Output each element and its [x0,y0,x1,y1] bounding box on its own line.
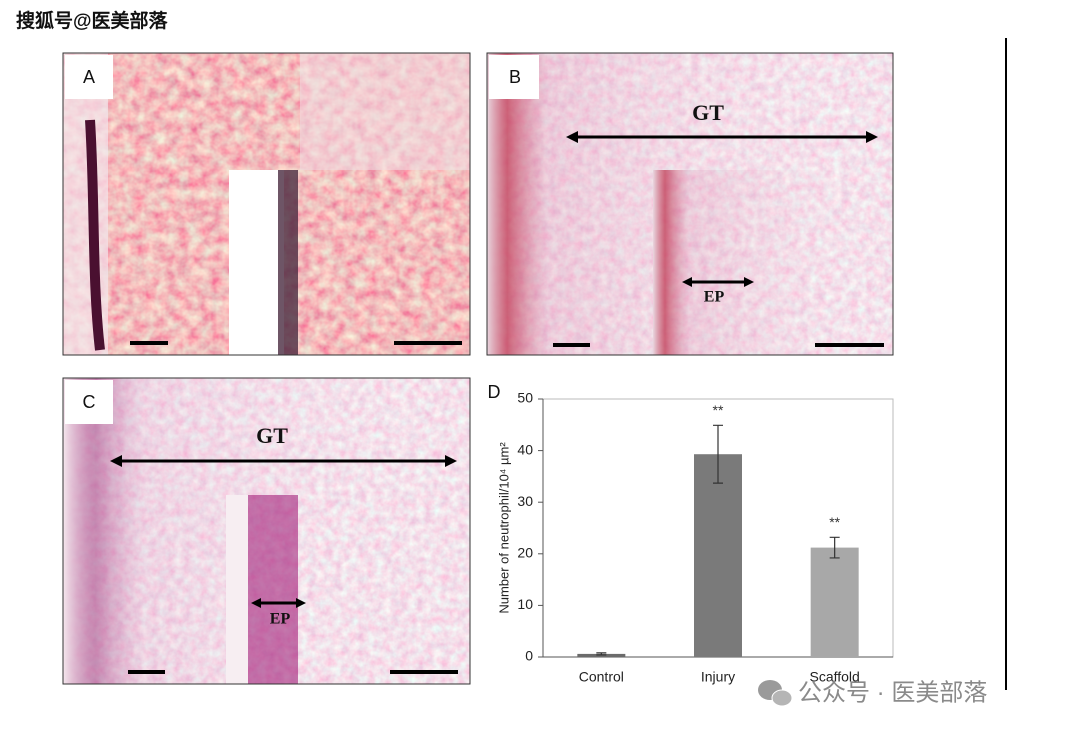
tissue-edge [653,170,893,355]
inset-background [229,170,284,355]
label-box [489,55,539,99]
tissue-region [300,53,470,170]
panel-label: C [83,392,96,412]
annotation: GT [692,100,724,125]
epidermis [248,495,298,684]
x-tick-label: Injury [701,669,735,685]
error-bar [596,652,607,656]
panel-c: C GT EP [62,377,471,685]
x-tick-label: Control [579,669,624,685]
panel-b: B GT EP [486,52,894,356]
significance-label: ** [829,514,840,530]
annotation: EP [704,289,725,306]
y-tick-label: 0 [525,648,533,664]
wechat-icon [758,680,793,707]
watermark: 公众号 · 医美部落 [798,679,987,706]
annotation: GT [256,423,288,448]
y-tick-label: 40 [517,441,533,457]
panel-border [62,52,471,356]
panel-border [486,52,894,356]
label-box [65,380,113,424]
panel-label: B [509,67,521,87]
y-tick-label: 10 [517,596,533,612]
y-tick-label: 50 [517,390,533,406]
panel-label: D [488,382,501,402]
watermark: 搜狐号@医美部落 [16,9,169,32]
x-tick-label: Scaffold [809,669,859,685]
epidermis [278,170,298,355]
bar [810,547,859,657]
y-axis-label: Number of neutrophil/10⁴ µm² [496,442,511,614]
panel-label: A [83,67,95,87]
bar [694,454,742,657]
significance-label: ** [713,402,724,418]
label-box [65,55,113,99]
error-bar [829,536,840,559]
annotation: EP [270,611,291,628]
y-tick-label: 30 [517,493,533,509]
panel-border [62,377,471,685]
y-tick-label: 20 [517,545,533,561]
inset-background [226,495,248,684]
epidermis [85,119,105,351]
panel-d: D Number of neutrophil/10⁴ µm² 0 10 20 30 40… [488,382,894,685]
panel-a: A [62,52,471,356]
error-bar [713,424,723,484]
